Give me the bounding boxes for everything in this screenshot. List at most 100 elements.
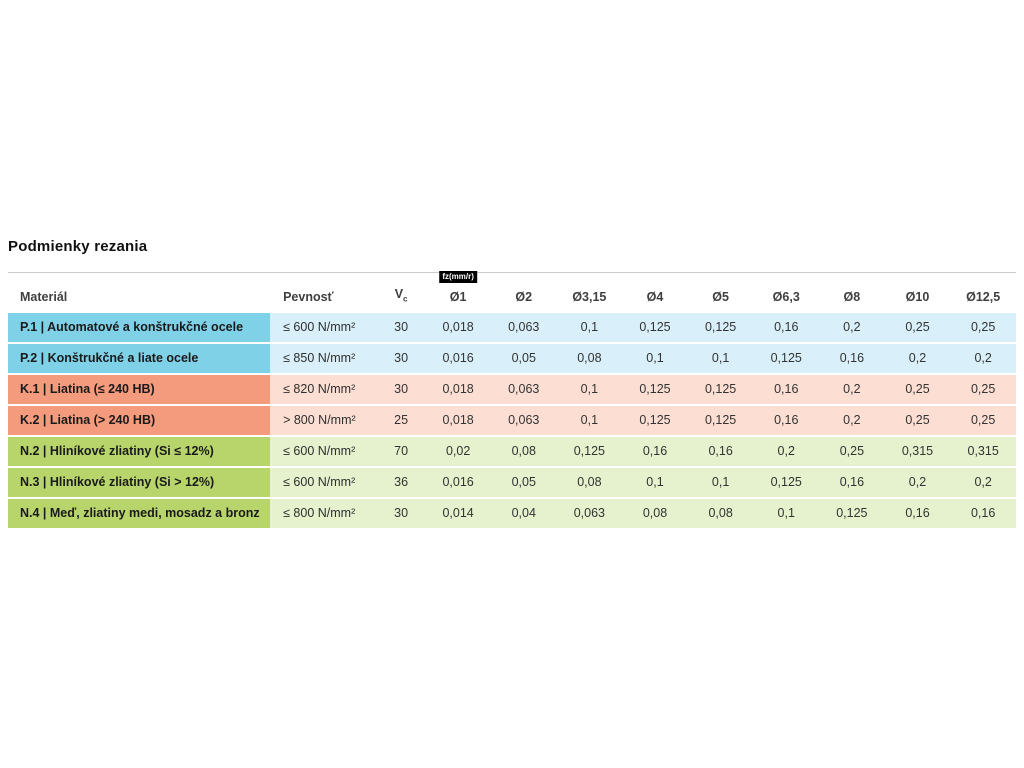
fz-cell-dia-1: 0,016 bbox=[425, 343, 491, 373]
fz-cell-dia-9: 0,25 bbox=[950, 312, 1016, 342]
material-cell: K.2 | Liatina (> 240 HB) bbox=[8, 405, 271, 435]
fz-cell-dia-4: 0,1 bbox=[622, 343, 688, 373]
fz-cell-dia-3: 0,1 bbox=[556, 374, 623, 404]
fz-cell-dia-5: 0,16 bbox=[687, 436, 754, 466]
vc-cell: 30 bbox=[376, 343, 426, 373]
material-row: P.1 | Automatové a konštrukčné ocele ≤ 60… bbox=[8, 312, 1016, 342]
diameter-label: Ø8 bbox=[843, 289, 861, 304]
material-row: K.2 | Liatina (> 240 HB) > 800 N/mm² 25 0,0… bbox=[8, 405, 1016, 435]
fz-cell-dia-5: 0,125 bbox=[687, 374, 754, 404]
material-cell: N.4 | Meď, zliatiny medi, mosadz a bronz bbox=[8, 498, 271, 528]
fz-cell-dia-1: 0,016 bbox=[425, 467, 491, 497]
vc-cell: 70 bbox=[376, 436, 426, 466]
fz-cell-dia-7: 0,16 bbox=[819, 467, 885, 497]
col-header-dia-8: Ø10 bbox=[884, 272, 951, 311]
fz-cell-dia-9: 0,315 bbox=[950, 436, 1016, 466]
vc-subscript: c bbox=[403, 294, 408, 304]
fz-cell-dia-1: 0,018 bbox=[425, 405, 491, 435]
material-row: K.1 | Liatina (≤ 240 HB) ≤ 820 N/mm² 30 0,0… bbox=[8, 374, 1016, 404]
fz-cell-dia-1: 0,018 bbox=[425, 374, 491, 404]
pevnost-cell: ≤ 600 N/mm² bbox=[270, 312, 377, 342]
col-header-dia-2: Ø2 bbox=[490, 272, 557, 311]
col-header-dia-9: Ø12,5 bbox=[950, 272, 1016, 311]
fz-cell-dia-7: 0,2 bbox=[819, 405, 885, 435]
col-header-dia-6: Ø6,3 bbox=[753, 272, 820, 311]
fz-cell-dia-8: 0,2 bbox=[884, 467, 951, 497]
material-row: N.2 | Hliníkové zliatiny (Si ≤ 12%) ≤ 600… bbox=[8, 436, 1016, 466]
fz-cell-dia-1: 0,014 bbox=[425, 498, 491, 528]
col-header-dia-4: Ø4 bbox=[622, 272, 688, 311]
material-cell: K.1 | Liatina (≤ 240 HB) bbox=[8, 374, 271, 404]
diameter-label: Ø1 bbox=[449, 289, 467, 304]
col-header-dia-1: fz(mm/r) Ø1 bbox=[425, 271, 491, 311]
fz-cell-dia-8: 0,315 bbox=[884, 436, 951, 466]
fz-cell-dia-9: 0,2 bbox=[950, 343, 1016, 373]
pevnost-cell: > 800 N/mm² bbox=[270, 405, 377, 435]
fz-cell-dia-8: 0,25 bbox=[884, 405, 951, 435]
fz-cell-dia-2: 0,08 bbox=[490, 436, 557, 466]
diameter-label: Ø5 bbox=[712, 289, 729, 304]
material-row: N.3 | Hliníkové zliatiny (Si > 12%) ≤ 600… bbox=[8, 467, 1016, 497]
fz-cell-dia-2: 0,05 bbox=[490, 343, 557, 373]
material-row: P.2 | Konštrukčné a liate ocele ≤ 850 N/m… bbox=[8, 343, 1016, 373]
fz-cell-dia-4: 0,125 bbox=[622, 312, 688, 342]
fz-unit-badge: fz(mm/r) bbox=[439, 271, 477, 283]
pevnost-cell: ≤ 800 N/mm² bbox=[270, 498, 377, 528]
fz-cell-dia-8: 0,25 bbox=[884, 374, 951, 404]
diameter-label: Ø12,5 bbox=[966, 289, 1001, 304]
fz-cell-dia-9: 0,16 bbox=[950, 498, 1016, 528]
cutting-conditions-section: Podmienky rezania Materiál Pevnosť Vc fz… bbox=[8, 238, 1016, 530]
diameter-label: Ø4 bbox=[646, 289, 664, 304]
pevnost-cell: ≤ 600 N/mm² bbox=[270, 467, 377, 497]
fz-cell-dia-2: 0,063 bbox=[490, 374, 557, 404]
fz-cell-dia-3: 0,125 bbox=[556, 436, 623, 466]
fz-cell-dia-4: 0,08 bbox=[622, 498, 688, 528]
fz-cell-dia-2: 0,063 bbox=[490, 405, 557, 435]
fz-cell-dia-4: 0,125 bbox=[622, 405, 688, 435]
diameter-label: Ø6,3 bbox=[772, 289, 800, 304]
pevnost-cell: ≤ 850 N/mm² bbox=[270, 343, 377, 373]
fz-cell-dia-2: 0,05 bbox=[490, 467, 557, 497]
fz-cell-dia-5: 0,1 bbox=[687, 343, 754, 373]
vc-cell: 30 bbox=[376, 312, 426, 342]
fz-cell-dia-5: 0,125 bbox=[687, 405, 754, 435]
fz-cell-dia-3: 0,08 bbox=[556, 343, 623, 373]
vc-cell: 36 bbox=[376, 467, 426, 497]
diameter-label: Ø2 bbox=[515, 289, 533, 304]
fz-cell-dia-8: 0,16 bbox=[884, 498, 951, 528]
material-cell: N.2 | Hliníkové zliatiny (Si ≤ 12%) bbox=[8, 436, 271, 466]
fz-cell-dia-3: 0,1 bbox=[556, 405, 623, 435]
fz-cell-dia-9: 0,2 bbox=[950, 467, 1016, 497]
pevnost-cell: ≤ 600 N/mm² bbox=[270, 436, 377, 466]
fz-cell-dia-6: 0,2 bbox=[753, 436, 820, 466]
vc-cell: 30 bbox=[376, 498, 426, 528]
material-cell: P.2 | Konštrukčné a liate ocele bbox=[8, 343, 271, 373]
fz-cell-dia-3: 0,1 bbox=[556, 312, 623, 342]
fz-cell-dia-4: 0,16 bbox=[622, 436, 688, 466]
fz-cell-dia-5: 0,125 bbox=[687, 312, 754, 342]
fz-cell-dia-7: 0,2 bbox=[819, 374, 885, 404]
fz-cell-dia-7: 0,125 bbox=[819, 498, 885, 528]
fz-cell-dia-7: 0,25 bbox=[819, 436, 885, 466]
table-body: P.1 | Automatové a konštrukčné ocele ≤ 60… bbox=[8, 312, 1016, 528]
fz-cell-dia-6: 0,16 bbox=[753, 405, 820, 435]
fz-cell-dia-9: 0,25 bbox=[950, 405, 1016, 435]
fz-cell-dia-6: 0,1 bbox=[753, 498, 820, 528]
fz-cell-dia-3: 0,063 bbox=[556, 498, 623, 528]
fz-cell-dia-4: 0,1 bbox=[622, 467, 688, 497]
vc-symbol: V bbox=[394, 287, 404, 301]
fz-cell-dia-5: 0,08 bbox=[687, 498, 754, 528]
fz-cell-dia-9: 0,25 bbox=[950, 374, 1016, 404]
cutting-conditions-table: Materiál Pevnosť Vc fz(mm/r) Ø1 Ø2 Ø3,15 Ø4 Ø… bbox=[8, 270, 1016, 530]
col-header-dia-7: Ø8 bbox=[819, 272, 885, 311]
fz-cell-dia-1: 0,018 bbox=[425, 312, 491, 342]
fz-cell-dia-6: 0,125 bbox=[753, 343, 820, 373]
col-header-material: Materiál bbox=[8, 272, 271, 311]
col-header-pevnost: Pevnosť bbox=[270, 272, 377, 311]
fz-cell-dia-3: 0,08 bbox=[556, 467, 623, 497]
fz-cell-dia-1: 0,02 bbox=[425, 436, 491, 466]
fz-cell-dia-8: 0,2 bbox=[884, 343, 951, 373]
fz-cell-dia-2: 0,04 bbox=[490, 498, 557, 528]
col-header-vc: Vc bbox=[376, 272, 426, 311]
pevnost-cell: ≤ 820 N/mm² bbox=[270, 374, 377, 404]
